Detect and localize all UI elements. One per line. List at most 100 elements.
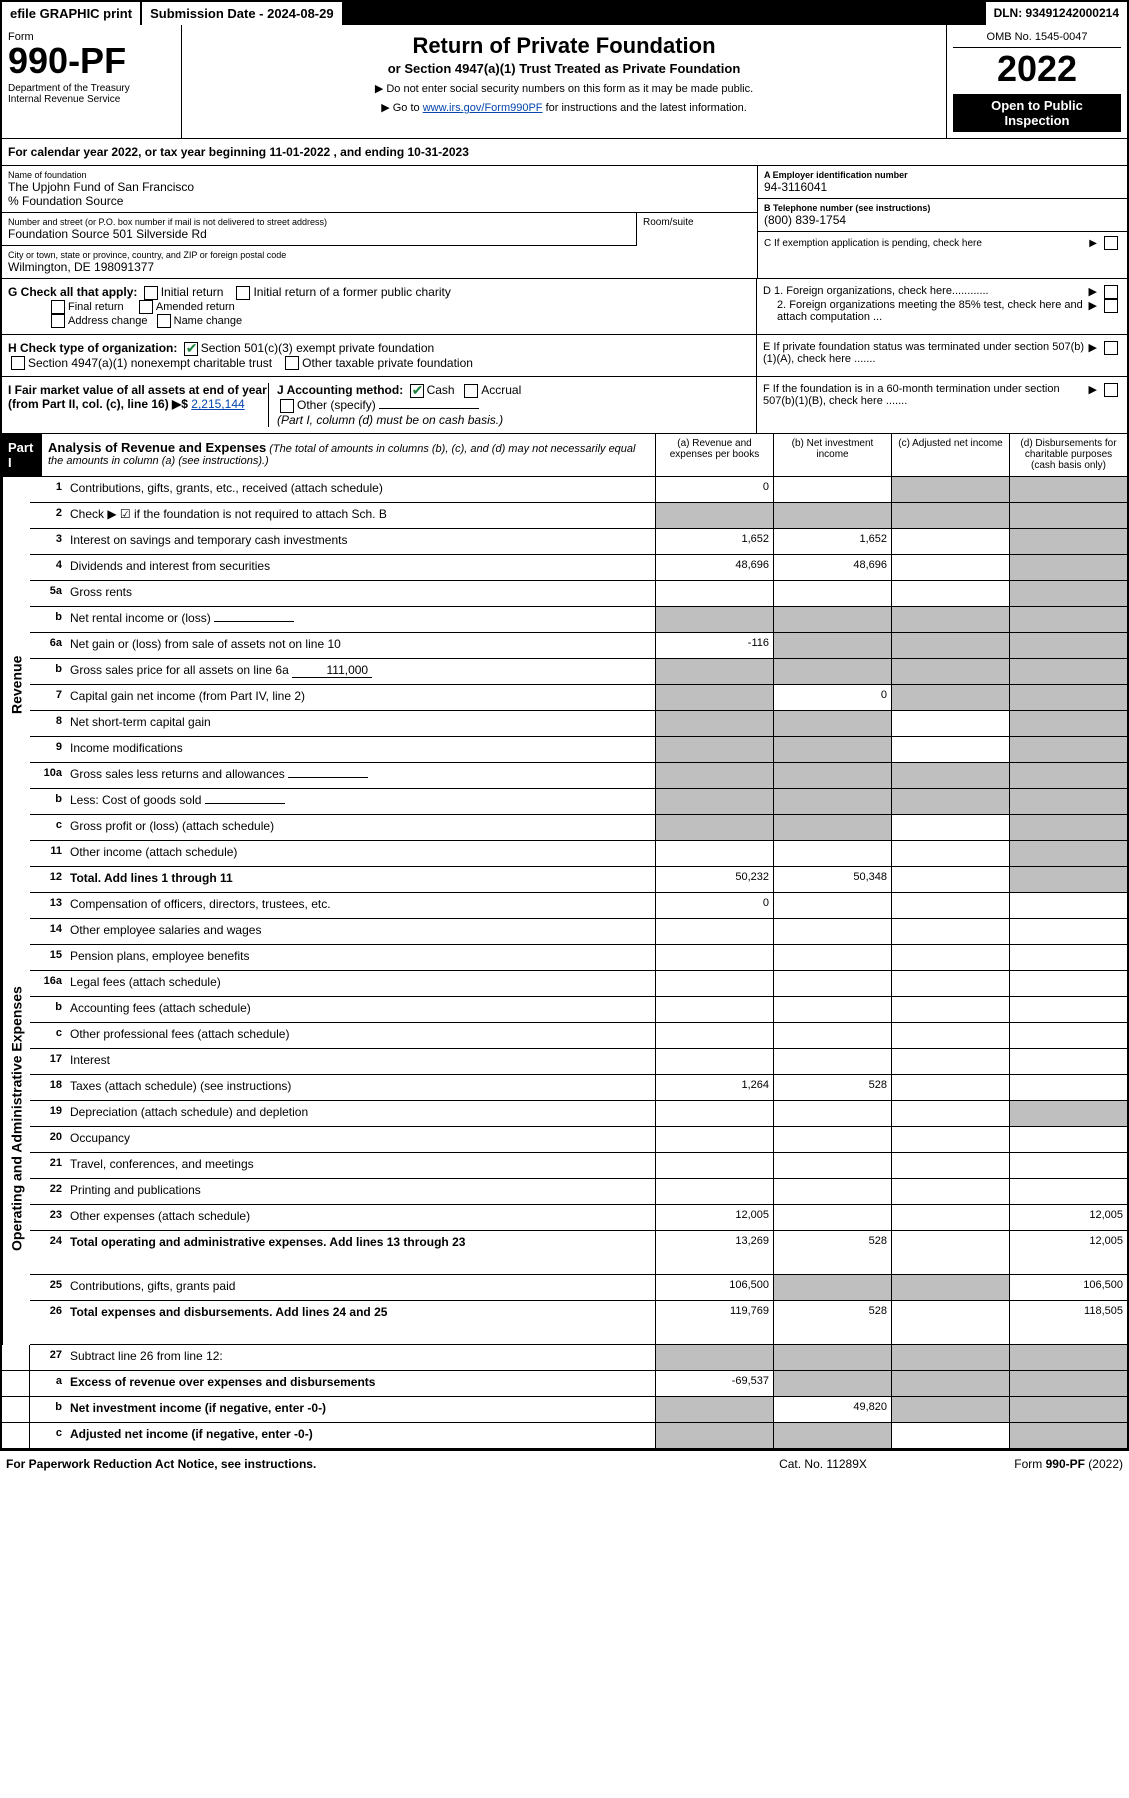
line-desc: Income modifications — [66, 737, 655, 762]
cell-value: 50,232 — [655, 867, 773, 892]
cell-value — [891, 1127, 1009, 1152]
line-num: 9 — [30, 737, 66, 762]
line-row: bNet rental income or (loss) — [30, 607, 1127, 633]
line-num: 25 — [30, 1275, 66, 1300]
line-num: 6a — [30, 633, 66, 658]
cell-shaded — [891, 607, 1009, 632]
c-checkbox[interactable] — [1104, 236, 1118, 250]
cell-value — [655, 1101, 773, 1126]
line-row: 20Occupancy — [30, 1127, 1127, 1153]
accrual-cb[interactable] — [464, 384, 478, 398]
cell-value — [891, 1075, 1009, 1100]
e-cb[interactable] — [1104, 341, 1118, 355]
d1-cb[interactable] — [1104, 285, 1118, 299]
line-desc: Taxes (attach schedule) (see instruction… — [66, 1075, 655, 1100]
cell-value — [1009, 1127, 1127, 1152]
line-num: 17 — [30, 1049, 66, 1074]
other-taxable-cb[interactable] — [285, 356, 299, 370]
submission-date: Submission Date - 2024-08-29 — [142, 2, 344, 25]
f-cb[interactable] — [1104, 383, 1118, 397]
cell-value: 49,820 — [773, 1397, 891, 1422]
cell-shaded — [655, 607, 773, 632]
cell-shaded — [773, 633, 891, 658]
fmv-value[interactable]: 2,215,144 — [191, 397, 244, 411]
cell-value — [773, 841, 891, 866]
line-row: 14Other employee salaries and wages — [30, 919, 1127, 945]
form-note1: ▶ Do not enter social security numbers o… — [190, 82, 938, 95]
cell-value: 0 — [655, 477, 773, 502]
line-desc: Pension plans, employee benefits — [66, 945, 655, 970]
cell-value — [891, 581, 1009, 606]
line-desc: Net gain or (loss) from sale of assets n… — [66, 633, 655, 658]
cell-value — [891, 867, 1009, 892]
line-row: 23Other expenses (attach schedule)12,005… — [30, 1205, 1127, 1231]
cell-value — [773, 945, 891, 970]
line-desc: Gross sales less returns and allowances — [66, 763, 655, 788]
line-num: 16a — [30, 971, 66, 996]
cell-shaded — [655, 503, 773, 528]
line-desc: Gross rents — [66, 581, 655, 606]
cell-value — [655, 919, 773, 944]
inline-input — [205, 803, 285, 804]
line-desc: Capital gain net income (from Part IV, l… — [66, 685, 655, 710]
cell-value — [773, 1101, 891, 1126]
other-method-cb[interactable] — [280, 399, 294, 413]
info-grid: Name of foundation The Upjohn Fund of Sa… — [2, 166, 1127, 279]
line-row: 22Printing and publications — [30, 1179, 1127, 1205]
cell-shaded — [773, 763, 891, 788]
initial-return-former-cb[interactable] — [236, 286, 250, 300]
address-change-cb[interactable] — [51, 314, 65, 328]
part1-title: Analysis of Revenue and Expenses — [48, 440, 266, 455]
amended-return-cb[interactable] — [139, 300, 153, 314]
line-num: 24 — [30, 1231, 66, 1274]
initial-return-cb[interactable] — [144, 286, 158, 300]
f-label: F If the foundation is in a 60-month ter… — [763, 383, 1085, 407]
cell-value — [1009, 893, 1127, 918]
501c3-cb[interactable] — [184, 342, 198, 356]
4947-cb[interactable] — [11, 356, 25, 370]
line-num: 15 — [30, 945, 66, 970]
line-desc: Adjusted net income (if negative, enter … — [66, 1423, 655, 1448]
cell-value — [1009, 1153, 1127, 1178]
name-change-cb[interactable] — [157, 314, 171, 328]
form990pf-link[interactable]: www.irs.gov/Form990PF — [423, 102, 543, 114]
cell-value — [891, 529, 1009, 554]
line-row: 9Income modifications — [30, 737, 1127, 763]
cell-shaded — [1009, 555, 1127, 580]
line-row: 8Net short-term capital gain — [30, 711, 1127, 737]
line-row: 13Compensation of officers, directors, t… — [30, 893, 1127, 919]
cell-shaded — [1009, 1397, 1127, 1422]
cell-value: 12,005 — [1009, 1231, 1127, 1274]
cell-value — [891, 971, 1009, 996]
cell-shaded — [655, 763, 773, 788]
final-return-cb[interactable] — [51, 300, 65, 314]
cell-value: 106,500 — [655, 1275, 773, 1300]
cell-value — [773, 919, 891, 944]
g-row: G Check all that apply: Initial return I… — [8, 285, 750, 300]
cell-value: 528 — [773, 1231, 891, 1274]
col-d-head: (d) Disbursements for charitable purpose… — [1009, 434, 1127, 476]
line-num: 26 — [30, 1301, 66, 1344]
cell-value — [773, 477, 891, 502]
cash-cb[interactable] — [410, 384, 424, 398]
line-row: 16aLegal fees (attach schedule) — [30, 971, 1127, 997]
cell-shaded — [1009, 815, 1127, 840]
cell-value — [891, 1023, 1009, 1048]
cell-shaded — [891, 1397, 1009, 1422]
line-num: 8 — [30, 711, 66, 736]
d2-cb[interactable] — [1104, 299, 1118, 313]
line-desc: Accounting fees (attach schedule) — [66, 997, 655, 1022]
cell-shaded — [891, 1345, 1009, 1370]
cell-value: 1,652 — [655, 529, 773, 554]
cell-shaded — [1009, 789, 1127, 814]
efile-label[interactable]: efile GRAPHIC print — [2, 2, 142, 25]
line-row: bNet investment income (if negative, ent… — [2, 1397, 1127, 1423]
cell-shaded — [655, 711, 773, 736]
dln: DLN: 93491242000214 — [986, 2, 1127, 25]
phone-label: B Telephone number (see instructions) — [764, 203, 1121, 213]
line-num: 3 — [30, 529, 66, 554]
cell-value: 106,500 — [1009, 1275, 1127, 1300]
line-num: b — [30, 997, 66, 1022]
cell-shaded — [891, 1371, 1009, 1396]
cell-shaded — [655, 659, 773, 684]
